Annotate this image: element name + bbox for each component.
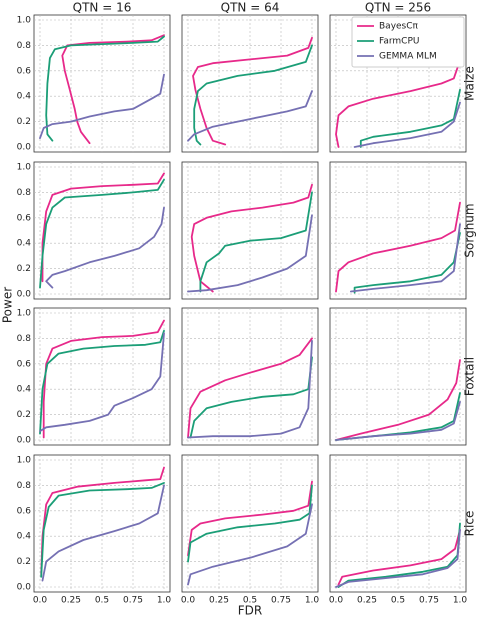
x-tick-label: 0.75	[271, 596, 291, 606]
row-label: Foxtail	[463, 357, 477, 396]
y-tick-label: 1.0	[17, 456, 32, 466]
x-tick-label: 0.0	[181, 596, 196, 606]
x-tick-label: 1.0	[305, 596, 320, 606]
y-tick-label: 0.2	[17, 117, 31, 127]
y-tick-label: 0.0	[17, 143, 32, 153]
y-tick-label: 1.0	[17, 309, 32, 319]
power-curve	[335, 359, 461, 441]
y-tick-label: 0.2	[17, 557, 31, 567]
y-tick-label: 0.8	[17, 188, 32, 198]
x-tick-label: 0.5	[95, 596, 109, 606]
power-curve	[187, 484, 313, 563]
legend-label: BayesCπ	[379, 22, 419, 32]
x-tick-label: 0.25	[357, 596, 377, 606]
power-curve	[193, 44, 313, 146]
power-curve	[41, 484, 165, 582]
column-title: QTN = 64	[221, 1, 280, 15]
power-curve	[353, 101, 461, 148]
power-curve	[187, 90, 313, 142]
y-tick-label: 0.8	[17, 334, 32, 344]
power-curve	[187, 340, 313, 439]
y-tick-label: 0.8	[17, 41, 32, 51]
y-axis-label: Power	[1, 287, 15, 323]
power-curve	[335, 401, 461, 441]
column-title: QTN = 256	[365, 1, 431, 15]
legend-label: GEMMA MLM	[379, 52, 437, 62]
power-curve	[39, 332, 165, 432]
power-curve	[335, 59, 461, 148]
y-tick-label: 0.4	[17, 92, 32, 102]
power-curve	[353, 232, 461, 294]
power-curve	[39, 178, 165, 289]
y-tick-label: 0.4	[17, 385, 32, 395]
power-curve	[335, 201, 461, 293]
y-tick-label: 0.0	[17, 583, 32, 593]
x-tick-label: 1.0	[453, 596, 468, 606]
power-curve	[45, 206, 165, 289]
power-curve	[45, 35, 165, 142]
x-axis-label: FDR	[238, 604, 262, 618]
y-tick-label: 0.2	[17, 264, 31, 274]
x-tick-label: 0.0	[33, 596, 48, 606]
legend: BayesCπ FarmCPU GEMMA MLM	[351, 16, 465, 68]
x-tick-label: 1.0	[157, 596, 172, 606]
row-label: Maize	[463, 66, 477, 101]
y-tick-label: 0.2	[17, 410, 31, 420]
x-tick-label: 0.75	[419, 596, 439, 606]
y-tick-label: 0.6	[17, 359, 32, 369]
x-tick-label: 0.75	[123, 596, 143, 606]
row-label: Sorghum	[463, 203, 477, 257]
power-curve	[39, 329, 165, 435]
power-curve	[187, 480, 313, 557]
power-curve	[189, 356, 313, 439]
legend-box	[351, 16, 465, 68]
y-tick-label: 1.0	[17, 163, 32, 173]
y-tick-label: 0.6	[17, 66, 32, 76]
power-curve	[190, 183, 313, 293]
power-curve	[199, 191, 313, 293]
y-tick-label: 1.0	[17, 16, 32, 26]
x-tick-label: 0.5	[243, 596, 257, 606]
y-tick-label: 0.6	[17, 213, 32, 223]
y-tick-label: 0.4	[17, 532, 32, 542]
power-curve	[337, 529, 461, 586]
power-curve	[350, 223, 461, 293]
power-curve	[41, 172, 165, 283]
y-tick-label: 0.8	[17, 481, 32, 491]
row-label: Rice	[463, 511, 477, 537]
power-curve	[40, 482, 165, 578]
y-tick-label: 0.0	[17, 290, 32, 300]
x-tick-label: 0.25	[209, 596, 229, 606]
power-curve	[192, 36, 313, 146]
power-curve	[187, 214, 313, 293]
column-title: QTN = 16	[73, 1, 132, 15]
y-tick-label: 0.0	[17, 436, 32, 446]
legend-label: FarmCPU	[379, 37, 419, 47]
x-tick-label: 0.5	[391, 596, 405, 606]
power-curve	[39, 73, 165, 139]
power-curve	[42, 319, 165, 439]
y-tick-label: 0.4	[17, 239, 32, 249]
x-tick-label: 0.25	[61, 596, 81, 606]
y-tick-label: 0.6	[17, 506, 32, 516]
power-curve	[335, 529, 461, 588]
power-curve	[187, 337, 313, 439]
power-curve	[187, 503, 313, 586]
x-tick-label: 0.0	[329, 596, 344, 606]
power-curve	[61, 34, 165, 145]
